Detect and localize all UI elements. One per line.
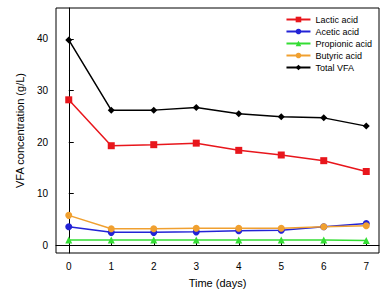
svg-text:10: 10: [37, 188, 49, 199]
svg-text:20: 20: [37, 137, 49, 148]
svg-text:2: 2: [151, 261, 157, 272]
svg-text:7: 7: [363, 261, 369, 272]
svg-text:3: 3: [193, 261, 199, 272]
svg-text:5: 5: [278, 261, 284, 272]
svg-text:4: 4: [236, 261, 242, 272]
svg-text:6: 6: [321, 261, 327, 272]
svg-text:30: 30: [37, 85, 49, 96]
svg-text:Total VFA: Total VFA: [315, 63, 354, 73]
svg-text:0: 0: [42, 240, 48, 251]
svg-text:0: 0: [66, 261, 72, 272]
svg-text:Lactic acid: Lactic acid: [315, 15, 358, 25]
svg-text:Acetic acid: Acetic acid: [315, 27, 359, 37]
svg-text:Propionic acid: Propionic acid: [315, 39, 372, 49]
svg-text:Time (days): Time (days): [189, 277, 247, 289]
svg-text:Butyric acid: Butyric acid: [315, 51, 362, 61]
svg-text:40: 40: [37, 33, 49, 44]
svg-text:1: 1: [108, 261, 114, 272]
svg-text:VFA concentration (g/L): VFA concentration (g/L): [14, 73, 26, 188]
